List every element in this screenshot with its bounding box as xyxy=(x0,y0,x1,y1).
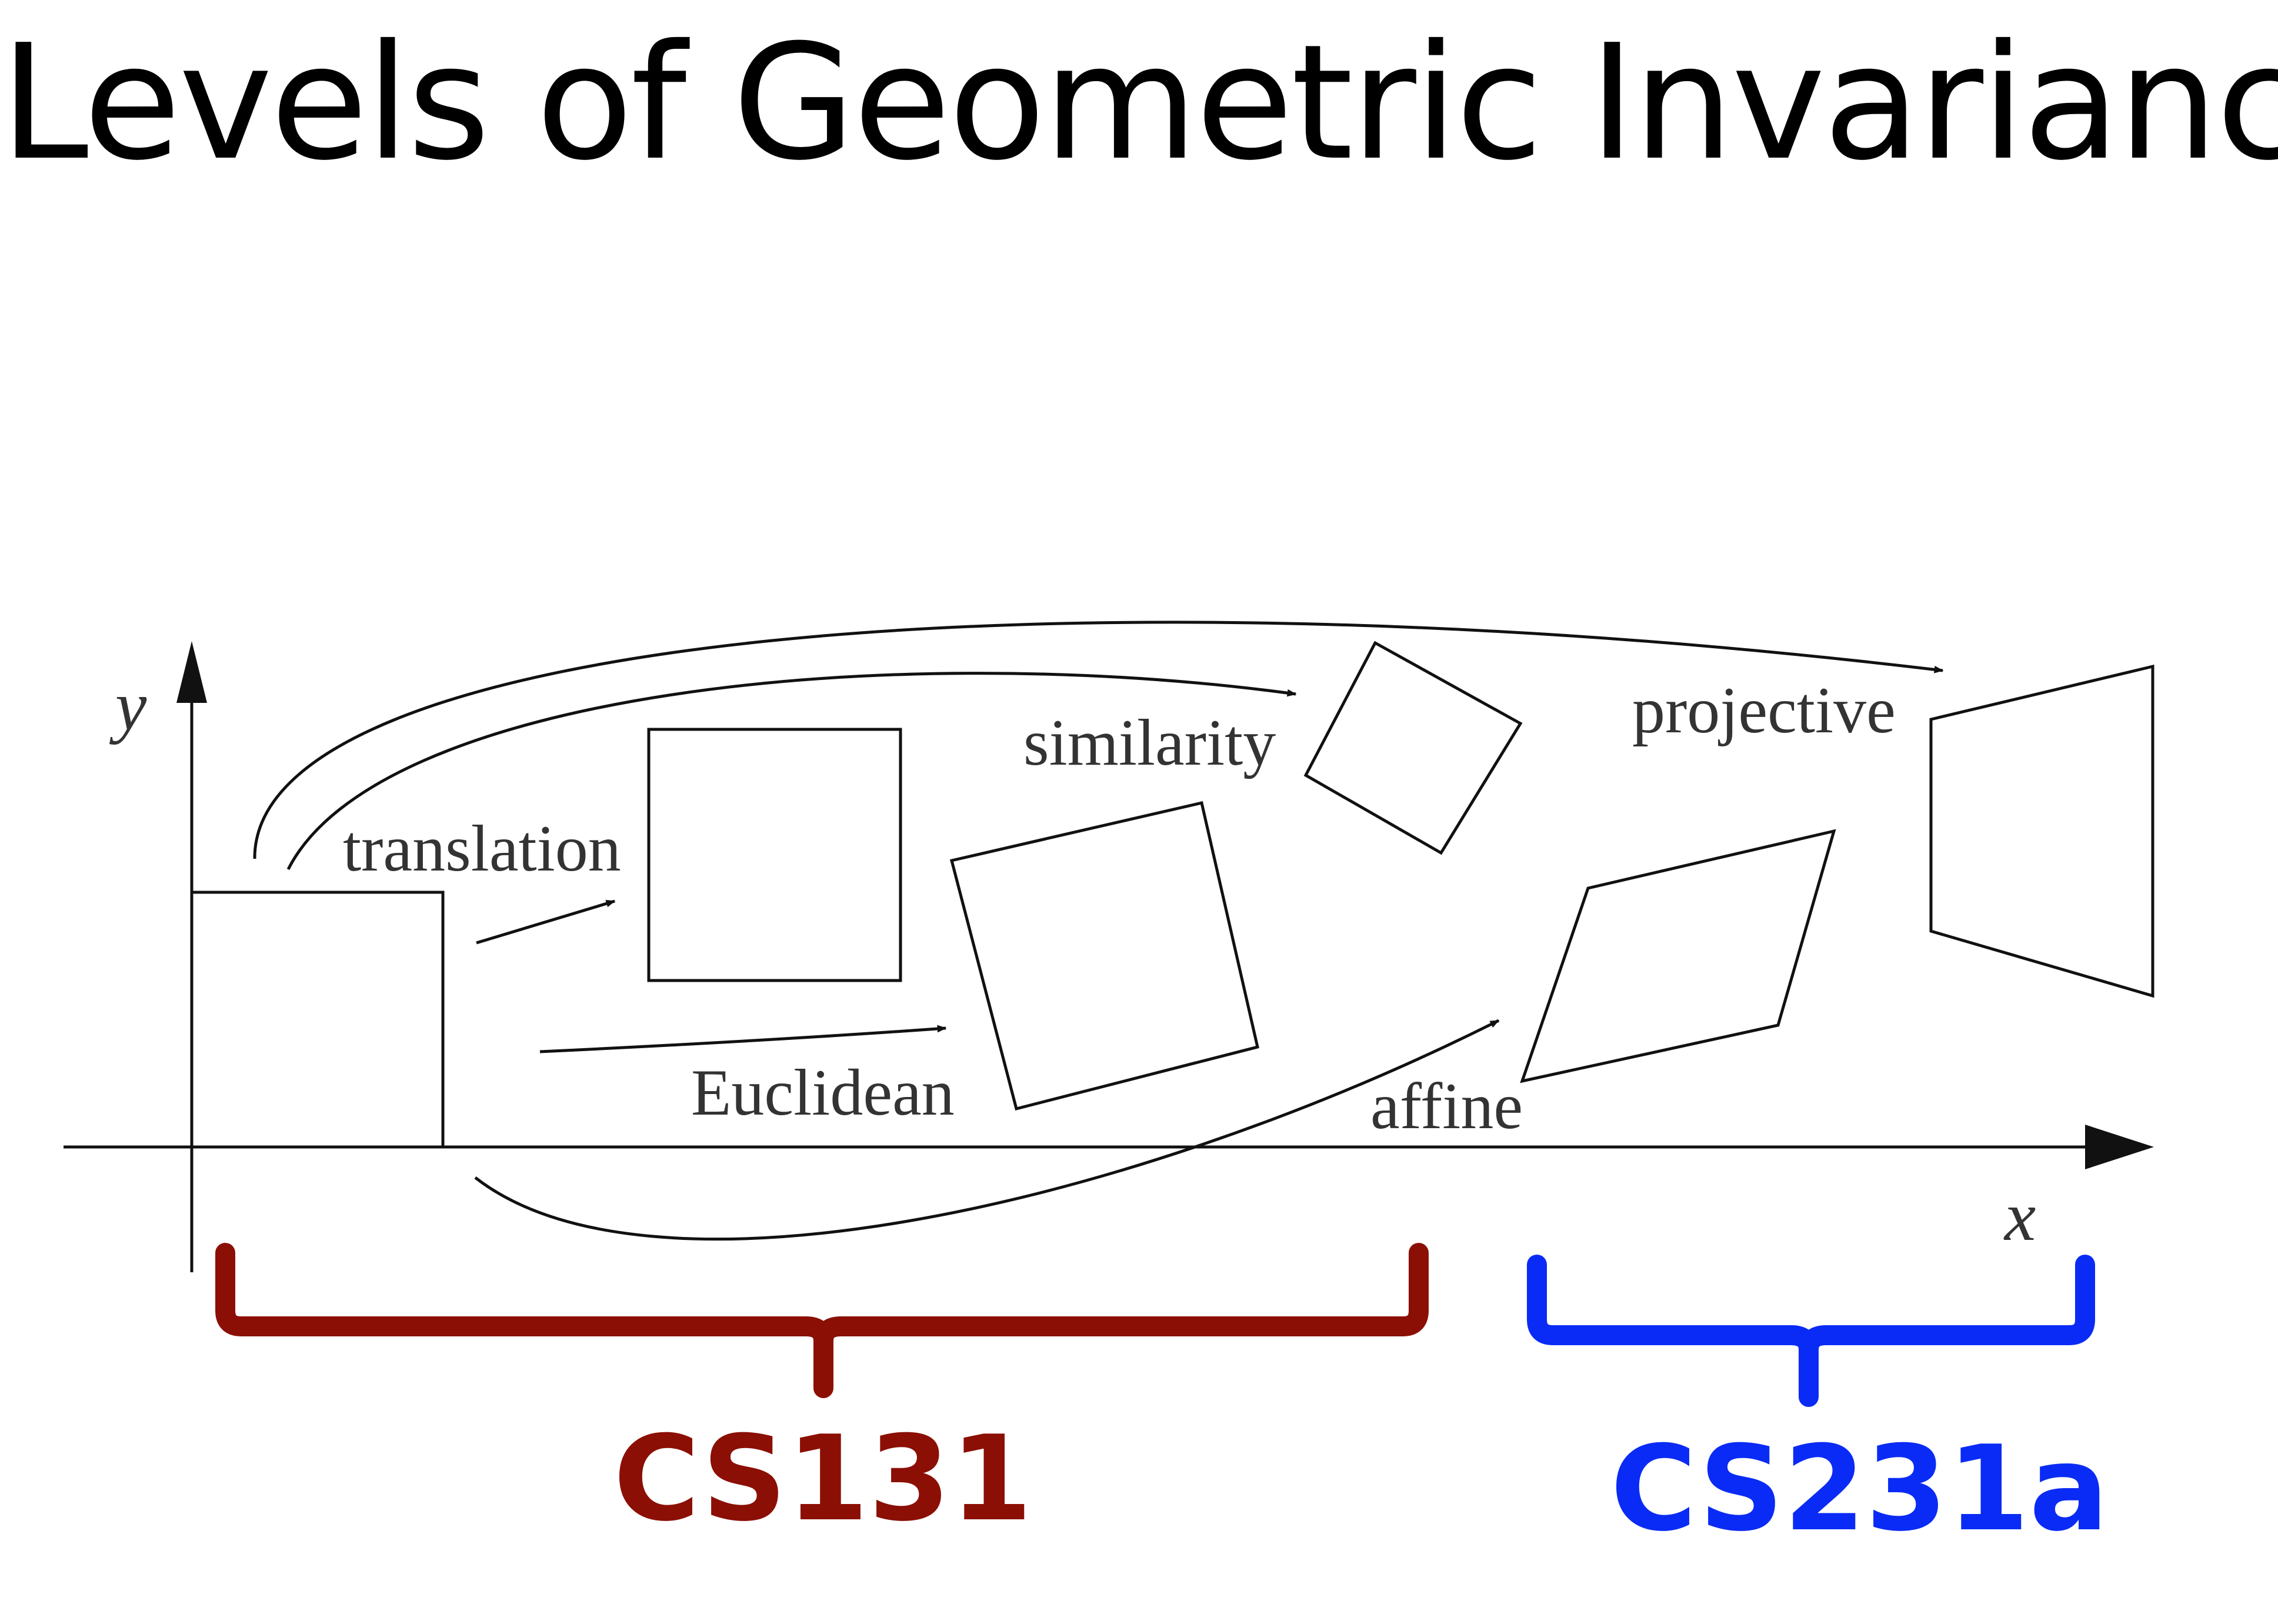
original-square xyxy=(190,891,445,1149)
y-axis-label: y xyxy=(109,666,147,745)
transform-labels: translation Euclidean similarity affine … xyxy=(343,674,1896,1143)
translation-arrow xyxy=(476,899,616,945)
euclidean-square xyxy=(949,801,1259,1111)
cs131-brace xyxy=(215,1243,1429,1398)
projective-quad xyxy=(1929,664,2154,998)
projective-label: projective xyxy=(1632,674,1896,747)
shapes xyxy=(190,641,2154,1149)
projective-arrow xyxy=(253,621,1944,859)
euclidean-label: Euclidean xyxy=(691,1056,955,1129)
transform-arrows xyxy=(253,621,1944,1241)
slide-title: Levels of Geometric Invariance xyxy=(0,10,2278,195)
affine-label: affine xyxy=(1370,1070,1523,1143)
x-axis-arrowhead xyxy=(2085,1125,2154,1169)
cs131-label: CS131 xyxy=(613,1410,1032,1548)
translated-square xyxy=(647,728,902,982)
course-braces: CS131 CS231a xyxy=(215,1243,2109,1558)
x-axis-label: x xyxy=(2003,1177,2036,1255)
similarity-label: similarity xyxy=(1023,706,1276,779)
affine-arrow xyxy=(474,1019,1500,1241)
cs231a-brace xyxy=(1527,1255,2095,1407)
translation-label: translation xyxy=(343,812,621,885)
similarity-square xyxy=(1303,641,1523,855)
affine-parallelogram xyxy=(1520,829,1836,1083)
cs231a-label: CS231a xyxy=(1610,1420,2109,1558)
similarity-arrow xyxy=(286,672,1297,871)
euclidean-arrow xyxy=(539,1025,947,1053)
y-axis-arrowhead xyxy=(176,641,207,703)
